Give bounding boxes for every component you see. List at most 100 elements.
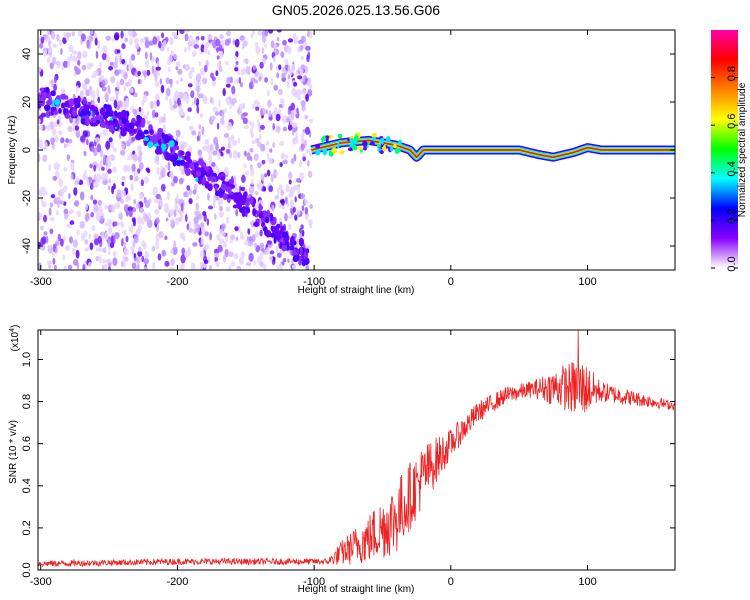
- noise-blob: [110, 76, 116, 83]
- noise-blob: [221, 223, 226, 230]
- noise-blob: [60, 47, 63, 56]
- noise-blob: [188, 189, 193, 196]
- noise-blob: [213, 213, 217, 221]
- noise-blob: [238, 77, 242, 84]
- noise-blob: [202, 211, 207, 216]
- spectrogram-ylabel: Frequency (Hz): [7, 116, 18, 185]
- noise-blob: [242, 117, 248, 124]
- noise-blob: [229, 104, 232, 110]
- noise-blob: [60, 137, 65, 144]
- noise-blob: [196, 87, 200, 97]
- noise-blob: [50, 30, 56, 40]
- diagonal-blob: [249, 196, 254, 205]
- noise-blob: [169, 208, 175, 217]
- noise-blob: [248, 81, 254, 90]
- noise-blob: [71, 31, 76, 37]
- noise-blob: [105, 55, 110, 64]
- noise-blob: [264, 173, 268, 178]
- noise-blob: [84, 213, 90, 222]
- noise-blob: [108, 226, 113, 234]
- x-tick-label: -300: [30, 576, 52, 588]
- noise-blob: [68, 45, 74, 52]
- noise-blob: [107, 168, 112, 174]
- diagonal-blob: [225, 186, 232, 193]
- noise-blob: [285, 185, 290, 193]
- noise-blob: [265, 249, 270, 254]
- noise-blob: [56, 119, 60, 125]
- signal-blob: [371, 132, 377, 139]
- noise-blob: [121, 58, 126, 65]
- signal-blob: [357, 145, 363, 150]
- noise-blob: [301, 104, 306, 112]
- noise-blob: [270, 77, 274, 86]
- noise-blob: [288, 171, 293, 180]
- noise-blob: [123, 241, 127, 248]
- noise-blob: [234, 67, 239, 72]
- noise-blob: [50, 194, 56, 199]
- diagonal-blob: [264, 216, 270, 224]
- diagonal-blob: [121, 117, 126, 124]
- noise-blob: [139, 194, 143, 200]
- noise-blob: [137, 250, 143, 257]
- noise-blob: [245, 58, 249, 65]
- noise-blob: [144, 51, 148, 60]
- noise-blob: [211, 162, 216, 167]
- diagonal-blob: [46, 99, 53, 106]
- noise-blob: [263, 263, 267, 270]
- noise-blob: [156, 71, 161, 77]
- noise-blob: [192, 242, 198, 247]
- noise-blob: [193, 216, 199, 224]
- diagonal-blob: [64, 113, 71, 119]
- noise-blob: [42, 47, 48, 55]
- noise-blob: [237, 224, 241, 233]
- noise-blob: [222, 88, 226, 97]
- noise-blob: [101, 258, 107, 264]
- noise-blob: [291, 264, 297, 270]
- noise-blob: [120, 261, 124, 268]
- noise-blob: [202, 145, 208, 152]
- signal-blob: [321, 137, 325, 144]
- noise-blob: [184, 33, 189, 42]
- signal-blob: [372, 136, 376, 142]
- diagonal-blob: [192, 171, 196, 177]
- noise-blob: [54, 75, 57, 84]
- noise-blob: [188, 144, 192, 154]
- noise-blob: [293, 81, 298, 87]
- noise-blob: [300, 143, 305, 151]
- noise-blob: [155, 241, 160, 250]
- noise-blob: [172, 104, 178, 109]
- noise-blob: [116, 49, 121, 54]
- noise-blob: [278, 184, 283, 191]
- diagonal-blob: [186, 156, 190, 163]
- noise-blob: [250, 178, 254, 186]
- noise-blob: [47, 244, 53, 249]
- noise-blob: [158, 40, 162, 49]
- noise-blob: [177, 198, 184, 203]
- noise-blob: [128, 30, 134, 37]
- noise-blob: [225, 97, 231, 104]
- noise-blob: [294, 214, 298, 221]
- noise-blob: [265, 109, 268, 115]
- noise-blob: [122, 255, 126, 264]
- noise-blob: [103, 263, 108, 270]
- noise-blob: [156, 99, 160, 107]
- colorbar-tick-label: 0.6: [726, 114, 738, 129]
- noise-blob: [158, 231, 164, 239]
- noise-blob: [151, 65, 155, 75]
- noise-blob: [132, 219, 136, 227]
- noise-blob: [247, 228, 250, 235]
- diagonal-blob: [253, 222, 260, 227]
- noise-blob: [148, 40, 154, 46]
- noise-blob: [268, 110, 272, 119]
- noise-blob: [217, 152, 221, 160]
- noise-blob: [52, 175, 58, 181]
- noise-blob: [197, 149, 203, 157]
- noise-blob: [199, 113, 203, 119]
- y-tick-label: 0.8: [21, 394, 33, 409]
- diagonal-blob: [238, 195, 245, 202]
- y-tick-label: 0.0: [21, 562, 33, 577]
- noise-blob: [230, 261, 235, 267]
- noise-blob: [304, 207, 309, 215]
- diagonal-blob: [189, 162, 194, 167]
- noise-blob: [282, 258, 287, 263]
